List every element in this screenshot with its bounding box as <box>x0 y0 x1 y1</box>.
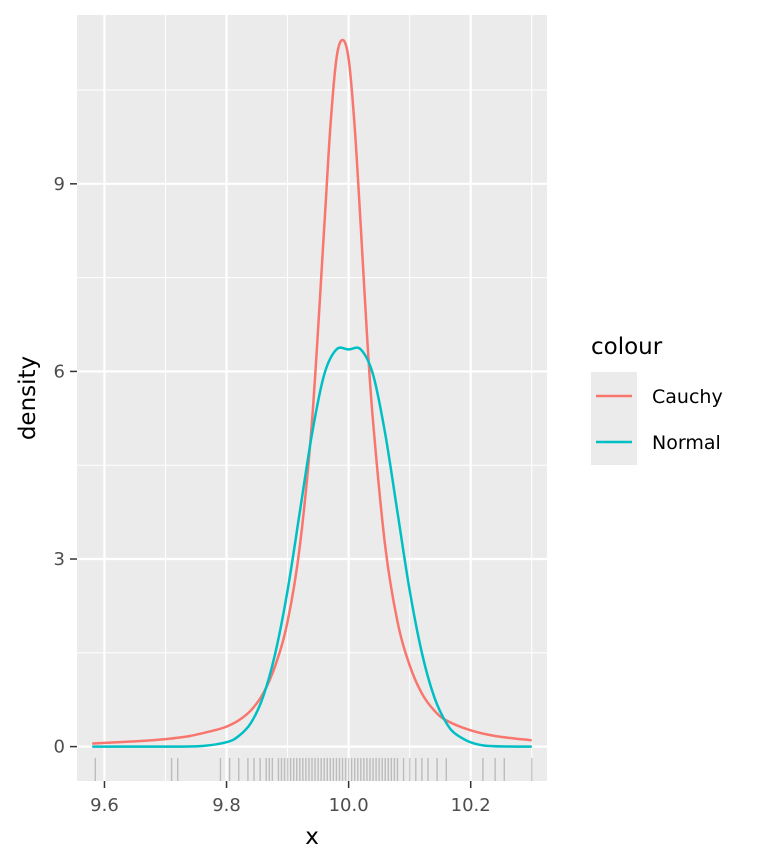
legend: colour Cauchy Normal <box>591 334 723 465</box>
y-tick-label: 0 <box>54 737 65 758</box>
legend-title: colour <box>591 334 663 360</box>
series-lines <box>92 38 532 748</box>
legend-key-background <box>591 372 637 465</box>
y-tick-label: 3 <box>54 549 65 570</box>
legend-label-cauchy: Cauchy <box>652 386 723 408</box>
x-axis-title: x <box>305 824 319 850</box>
x-tick-label: 9.6 <box>90 795 119 816</box>
x-axis: 9.6 9.8 10.0 10.2 <box>90 781 491 816</box>
x-tick-label: 9.8 <box>212 795 241 816</box>
x-tick-label: 10.2 <box>451 795 491 816</box>
rug-marks <box>94 758 533 781</box>
plot-panel <box>77 15 547 781</box>
y-axis: 0 3 6 9 <box>54 174 77 758</box>
series-line-cauchy <box>92 38 532 745</box>
y-tick-label: 6 <box>54 361 65 382</box>
grid-minor <box>77 15 547 781</box>
x-tick-label: 10.0 <box>329 795 369 816</box>
legend-label-normal: Normal <box>652 432 721 454</box>
grid-major <box>77 15 547 781</box>
series-line-normal <box>92 346 532 748</box>
y-tick-label: 9 <box>54 174 65 195</box>
y-axis-title: density <box>15 356 41 440</box>
